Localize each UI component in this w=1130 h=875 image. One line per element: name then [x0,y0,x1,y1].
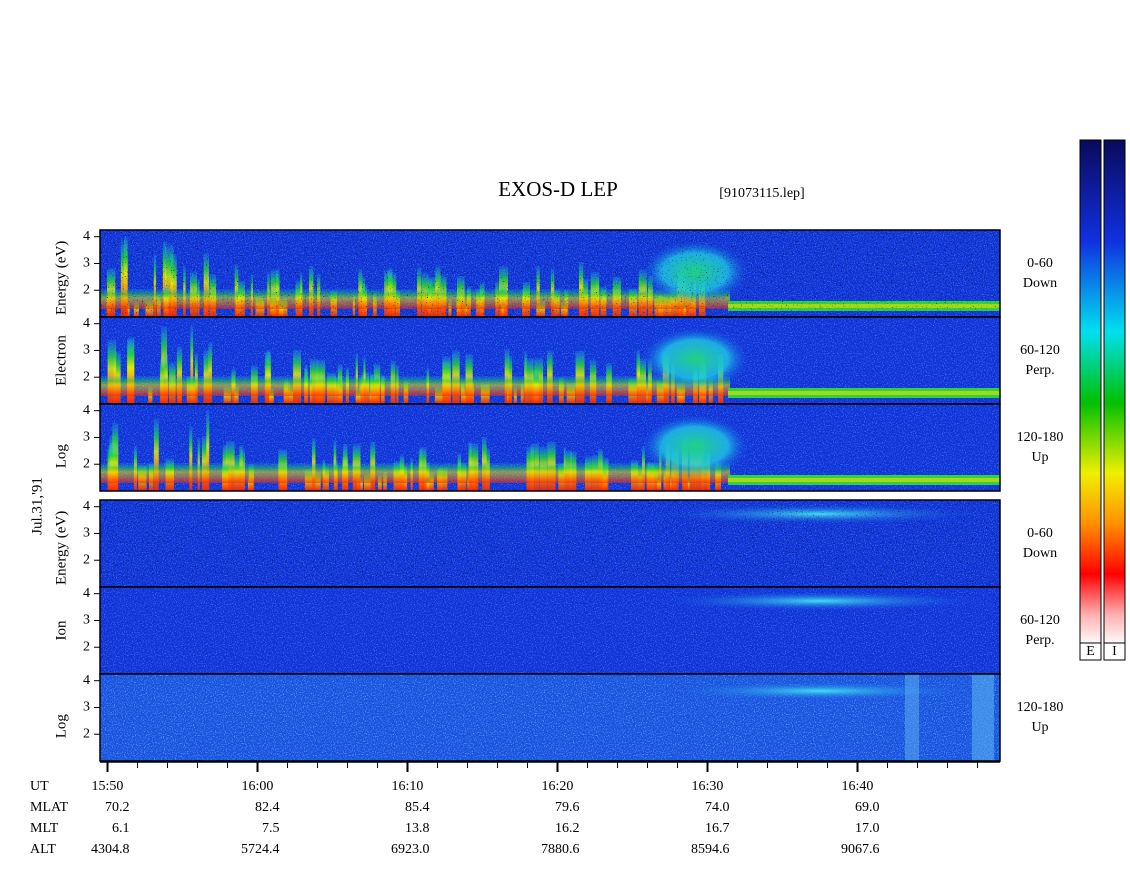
y-tick-label: 4 [83,229,90,244]
panel-label: Up [1031,450,1048,465]
spectrum-streak [189,426,193,491]
ephemeris-value: 82.4 [255,800,280,815]
y-tick-label: 3 [83,430,90,445]
ephemeris-value: 85.4 [405,800,430,815]
panel-label: Perp. [1025,363,1054,378]
ephemeris-value: 16.7 [705,821,730,836]
ephemeris-value: 16.2 [555,821,580,836]
ephemeris-value: 5724.4 [241,842,280,857]
ephemeris-value: 7.5 [262,821,280,836]
colorbar [1079,139,1102,646]
ephemeris-value: 16:00 [242,779,274,794]
y-tick-label: 3 [83,526,90,541]
ion-stripe [905,674,919,761]
y-axis-label: Ion [53,620,69,640]
ephemeris-label: UT [30,779,49,794]
panel-label: 60-120 [1020,613,1060,628]
date-label: Jul.31,'91 [29,477,45,535]
y-tick-label: 2 [83,726,90,741]
y-tick-label: 4 [83,673,90,688]
panel-label: 60-120 [1020,343,1060,358]
spectrum-blob [640,414,750,478]
y-tick-label: 3 [83,613,90,628]
spectrum-streak [269,388,274,404]
panel-label: Perp. [1025,633,1054,648]
y-tick-label: 4 [83,316,90,331]
spectrum-line-core [728,391,1000,395]
y-tick-label: 2 [83,552,90,567]
y-axis-label: Log [53,444,69,469]
spectrum-streak [176,346,183,404]
panel-label: 120-180 [1017,430,1064,445]
y-tick-label: 4 [83,499,90,514]
y-tick-label: 3 [83,343,90,358]
ephemeris-value: 13.8 [405,821,430,836]
ephemeris-value: 16:40 [842,779,874,794]
ephemeris-value: 79.6 [555,800,580,815]
panel-frame [99,403,1001,492]
y-axis-label: Energy (eV) [53,241,69,315]
y-tick-label: 3 [83,256,90,271]
spectrum-streak [208,342,212,404]
colorbar-label-box [1103,642,1126,661]
spectrum-streak [127,337,135,404]
panel-label: Down [1023,546,1057,561]
spectrum-streak [424,476,430,491]
ephemeris-value: 7880.6 [541,842,580,857]
ephemeris-value: 16:10 [392,779,424,794]
y-tick-label: 3 [83,700,90,715]
y-tick-label: 4 [83,586,90,601]
spectrum-streak [107,339,117,404]
ephemeris-value: 16:30 [692,779,724,794]
spectrum-streak [190,326,194,404]
sparse-noise [100,500,1000,587]
spectrum-line-core [728,478,1000,482]
panel-label: Up [1031,720,1048,735]
ephemeris-label: MLAT [30,800,69,815]
spectrum-band [100,463,730,483]
ion-stripe [972,674,994,761]
ephemeris-value: 17.0 [855,821,880,836]
chart-subtitle: [91073115.lep] [719,186,804,201]
y-tick-label: 2 [83,639,90,654]
spectrum-streak [206,410,210,491]
sparse-noise [100,230,1000,317]
panel-label: Down [1023,276,1057,291]
spectrum-blob [640,327,750,391]
panel-label: 0-60 [1027,526,1053,541]
spectrum-streak [161,326,168,404]
y-axis-label: Energy (eV) [53,511,69,585]
ephemeris-value: 70.2 [105,800,130,815]
y-tick-label: 2 [83,282,90,297]
chart-title: EXOS-D LEP [498,177,618,201]
ion-blob [650,591,990,611]
ephemeris-value: 8594.6 [691,842,730,857]
spectrum-streak [153,419,159,491]
ephemeris-value: 6.1 [112,821,130,836]
ephemeris-value: 16:20 [542,779,574,794]
ephemeris-value: 6923.0 [391,842,430,857]
ephemeris-value: 4304.8 [91,842,130,857]
panel-label: 120-180 [1017,700,1064,715]
panel-frame [99,673,1001,762]
ephemeris-label: MLT [30,821,59,836]
colorbar [1103,139,1126,646]
colorbar-label-box [1079,642,1102,661]
y-tick-label: 2 [83,369,90,384]
ephemeris-value: 69.0 [855,800,880,815]
colorbar-label: E [1086,644,1095,659]
ephemeris-value: 9067.6 [841,842,880,857]
ephemeris-label: ALT [30,842,56,857]
ion-blob [650,681,990,701]
y-tick-label: 2 [83,456,90,471]
ephemeris-value: 74.0 [705,800,730,815]
y-axis-label: Electron [53,335,69,386]
ephemeris-value: 15:50 [92,779,124,794]
panel-label: 0-60 [1027,256,1053,271]
y-tick-label: 4 [83,403,90,418]
spectrum-band [100,376,730,396]
colorbar-label: I [1112,644,1117,659]
y-axis-label: Log [53,714,69,739]
